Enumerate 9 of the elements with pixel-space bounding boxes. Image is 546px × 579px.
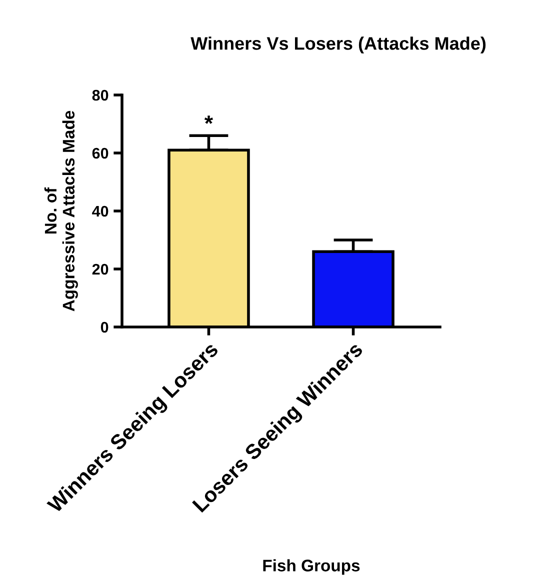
y-tick-label: 0 — [100, 322, 108, 333]
y-tick-label: 60 — [92, 148, 108, 159]
annotation: * — [204, 116, 214, 124]
y-tick-label: 80 — [92, 90, 108, 101]
y-tick-label: 20 — [92, 264, 108, 275]
y-axis-title: No. of Aggressive Attacks Made — [44, 110, 78, 312]
chart-title: Winners Vs Losers (Attacks Made) — [190, 36, 486, 54]
y-tick-label: 40 — [92, 206, 108, 217]
x-axis-title: Fish Groups — [263, 559, 360, 575]
